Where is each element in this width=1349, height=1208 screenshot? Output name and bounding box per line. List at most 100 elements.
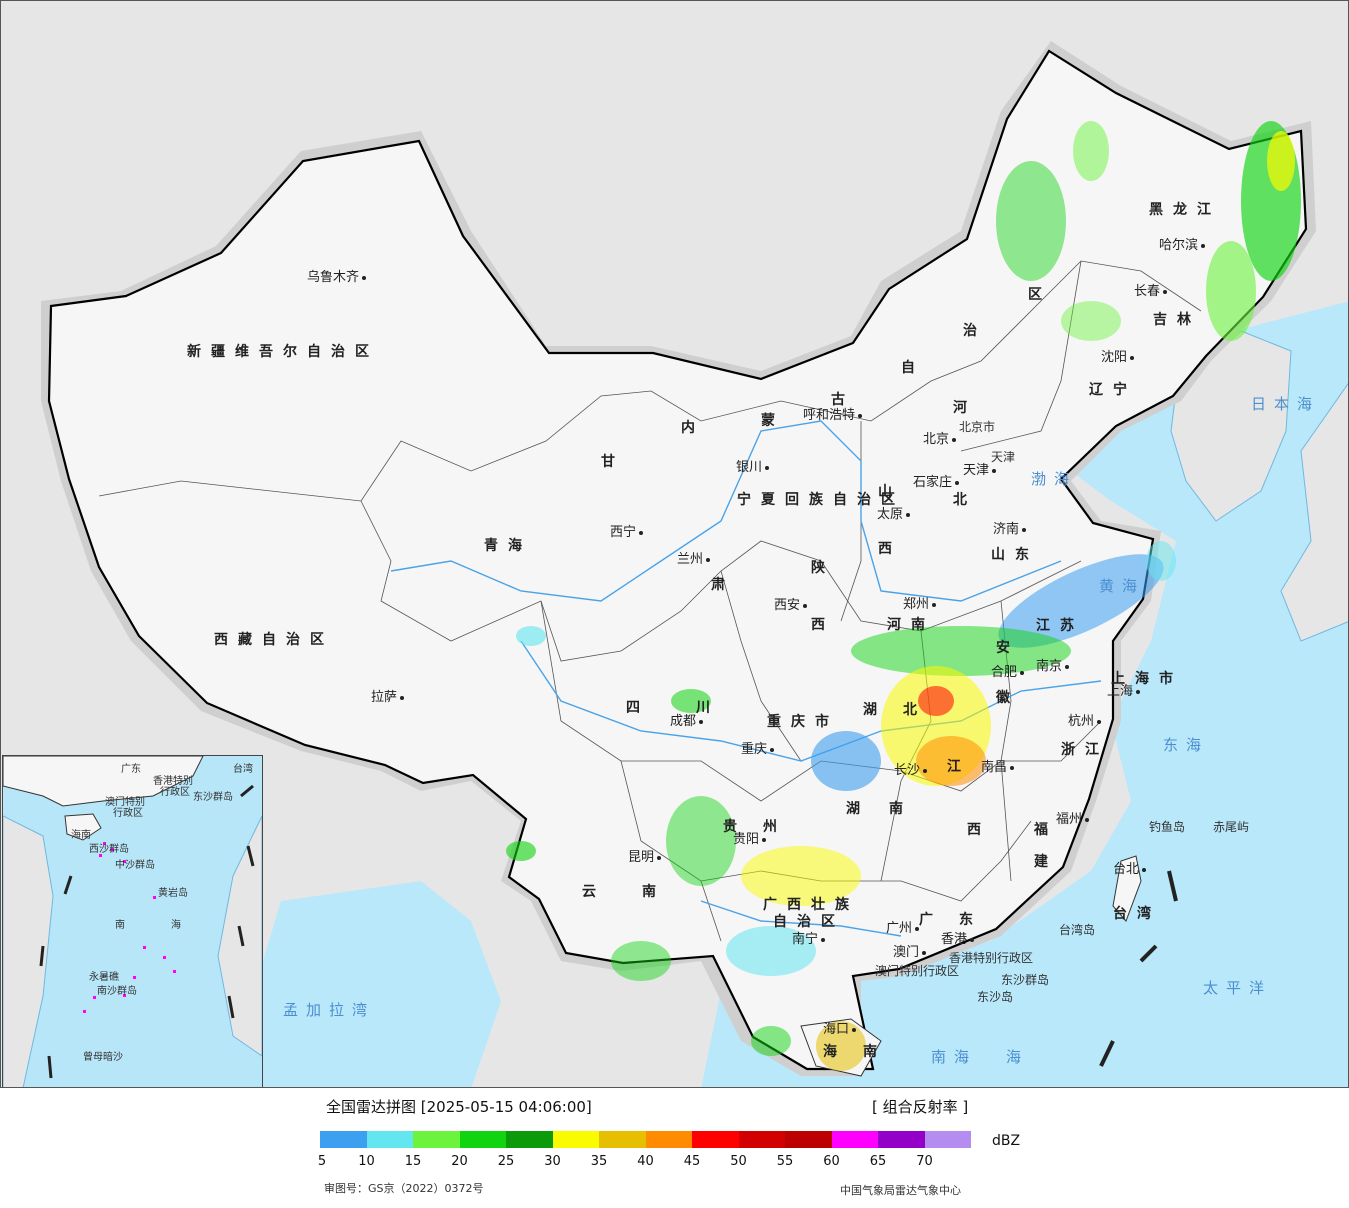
color-scale-segment [878, 1131, 925, 1148]
province-label: 湖 [863, 702, 887, 718]
city-label: 南宁 [792, 933, 828, 947]
city-dot-icon [1022, 527, 1027, 532]
province-label: 广西壮族 [763, 897, 859, 913]
city-label: 郑州 [903, 598, 939, 612]
province-label: 吉林 [1153, 312, 1201, 328]
city-dot-icon [1010, 765, 1015, 770]
sea-label: 南海 [931, 1048, 978, 1066]
color-scale-segment [506, 1131, 553, 1148]
place-label: 赤尾屿 [1213, 820, 1250, 834]
city-label: 海口 [823, 1023, 859, 1037]
province-label: 徽 [996, 690, 1020, 706]
city-dot-icon [1136, 689, 1141, 694]
sea-label: 海 [1006, 1048, 1030, 1066]
city-label: 济南 [993, 523, 1029, 537]
scale-tick-label: 40 [637, 1154, 654, 1169]
province-label: 辽宁 [1089, 382, 1137, 398]
inset-label: 海南 [71, 830, 91, 841]
scale-tick-label: 50 [730, 1154, 747, 1169]
province-label: 蒙 [761, 413, 785, 429]
city-label: 沈阳 [1101, 351, 1137, 365]
place-label: 香港特别行政区 [949, 951, 1034, 965]
city-label: 石家庄 [913, 476, 962, 490]
scale-tick-label: 65 [869, 1154, 887, 1169]
inset-label: 西沙群岛 [89, 844, 129, 855]
city-dot-icon [906, 512, 911, 517]
city-dot-icon [699, 719, 704, 724]
city-dot-icon [770, 747, 775, 752]
city-dot-icon [992, 468, 997, 473]
city-label-text: 石家庄 [913, 475, 953, 490]
city-label-text: 郑州 [903, 597, 930, 612]
city-label-text: 西宁 [610, 525, 637, 540]
ocean [701, 301, 1348, 1087]
inset-mainland [3, 756, 204, 807]
city-dot-icon [765, 465, 770, 470]
scale-tick-label: 5 [317, 1154, 327, 1169]
inset-boundary [39, 784, 255, 1079]
city-label-text: 南京 [1036, 659, 1063, 674]
city-label: 香港 [941, 933, 977, 947]
place-label: 东沙群岛 [1001, 973, 1050, 987]
city-label: 台北 [1113, 863, 1149, 877]
province-label: 河 [953, 400, 977, 416]
maritime-boundary [1099, 870, 1178, 1067]
color-scale-segment [459, 1131, 506, 1148]
city-label: 西宁 [610, 526, 646, 540]
province-label: 南 [889, 801, 913, 817]
city-label-text: 长沙 [894, 763, 921, 778]
city-label-text: 兰州 [677, 552, 704, 567]
scale-tick-label: 45 [683, 1154, 701, 1169]
city-label-text: 台北 [1113, 862, 1140, 877]
province-label: 河南 [887, 617, 935, 633]
sea-label: 渤海 [1031, 470, 1078, 488]
inset-label: 南沙群岛 [97, 986, 137, 997]
inset-hainan [64, 813, 102, 841]
place-label: 北京市 [959, 420, 996, 434]
city-label-text: 太原 [877, 507, 904, 522]
province-label: 四 [626, 700, 650, 716]
place-label: 台湾岛 [1059, 923, 1096, 937]
color-scale-segment [599, 1131, 646, 1148]
city-dot-icon [1201, 243, 1206, 248]
legend-title: 全国雷达拼图 [2025-05-15 04:06:00] [326, 1098, 592, 1116]
city-dot-icon [657, 855, 662, 860]
scale-tick-label: 55 [776, 1154, 794, 1169]
scale-tick-label: 35 [590, 1154, 608, 1169]
city-dot-icon [400, 695, 405, 700]
color-scale-segment [413, 1131, 460, 1148]
data-source: 中国气象局雷达气象中心 [840, 1184, 961, 1197]
city-label-text: 南昌 [981, 760, 1008, 775]
city-label: 呼和浩特 [803, 409, 865, 423]
city-dot-icon [362, 275, 367, 280]
city-label-text: 昆明 [628, 850, 655, 865]
bay-of-bengal [263, 881, 501, 1087]
inset-label: 澳门特别 [105, 797, 145, 808]
place-label: 澳门特别行政区 [875, 964, 960, 978]
south-china-sea-inset: 广东 香港特别 行政区 澳门特别 行政区 东沙群岛 台湾 海南 西沙群岛 中沙群岛 黄岩岛南海永暑礁… [2, 755, 263, 1087]
color-scale-segment [924, 1131, 971, 1148]
province-label: 古 [831, 392, 855, 408]
city-dot-icon [1020, 670, 1025, 675]
legend-unit: dBZ [992, 1133, 1021, 1149]
city-dot-icon [803, 603, 808, 608]
city-label-text: 拉萨 [371, 690, 398, 705]
province-label: 浙江 [1061, 742, 1109, 758]
city-dot-icon [852, 1027, 857, 1032]
province-label: 西 [967, 822, 991, 838]
city-label-text: 银川 [736, 460, 763, 475]
city-label: 拉萨 [371, 691, 407, 705]
inset-islands [83, 842, 176, 1013]
scale-tick-label: 10 [358, 1154, 375, 1169]
province-label: 青海 [484, 538, 532, 554]
legend-product: [ 组合反射率 ] [872, 1098, 969, 1116]
scale-tick-label: 15 [404, 1154, 422, 1169]
city-label-text: 南宁 [792, 932, 819, 947]
japan-land [1280, 382, 1348, 642]
color-scale-segment [831, 1131, 878, 1148]
province-label: 福 [1034, 822, 1058, 838]
city-label-text: 济南 [993, 522, 1020, 537]
place-label: 天津 [991, 450, 1016, 464]
city-dot-icon [821, 937, 826, 942]
city-dot-icon [1130, 355, 1135, 360]
